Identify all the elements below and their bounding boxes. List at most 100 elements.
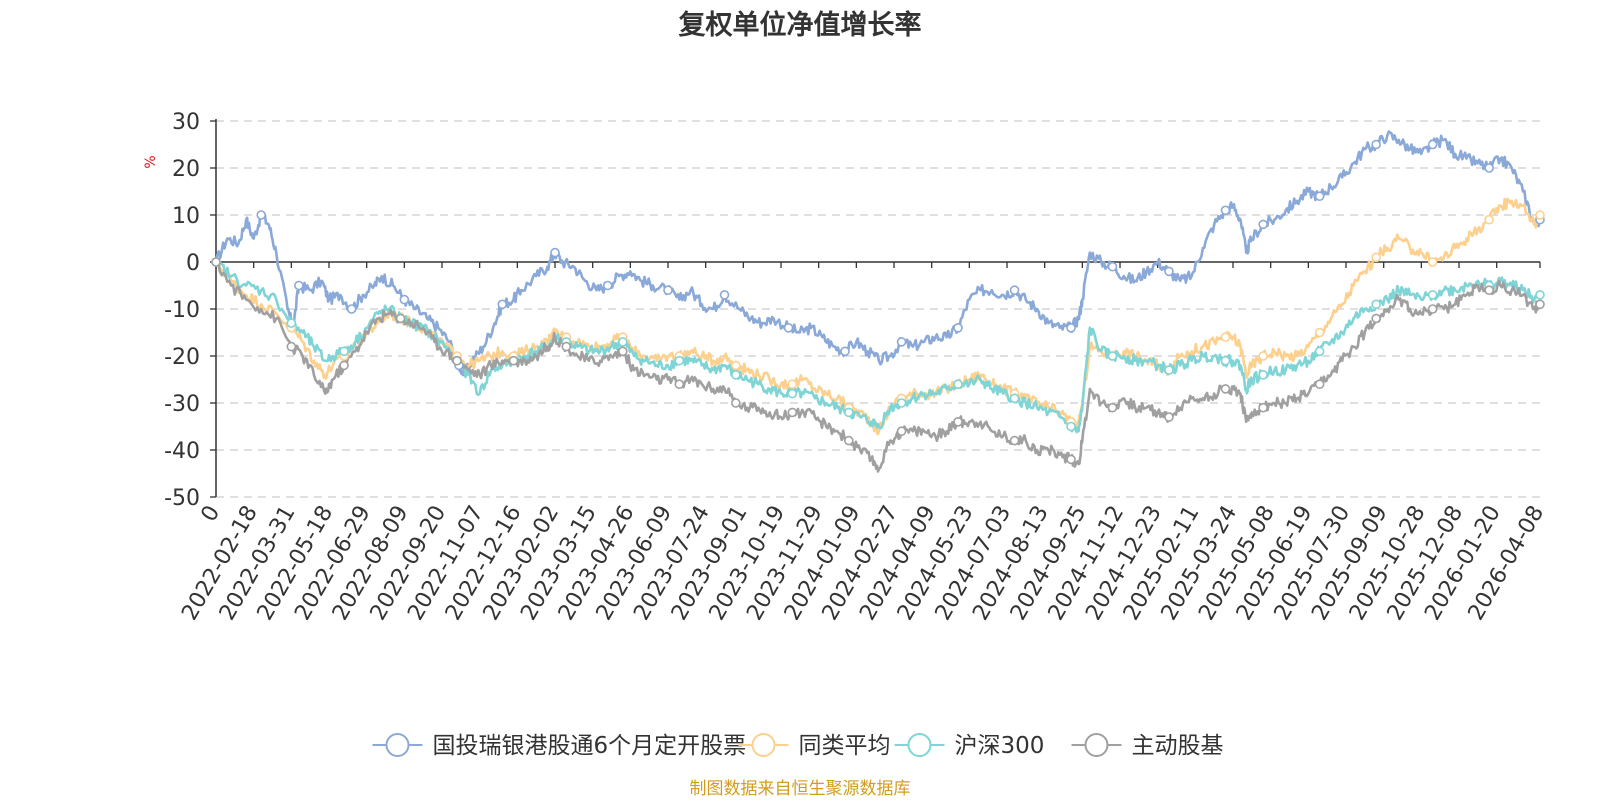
y-tick-label: -30 xyxy=(164,392,200,417)
data-point xyxy=(731,360,741,371)
legend-label: 国投瑞银港股通6个月定开股票 xyxy=(433,733,747,759)
data-point xyxy=(1371,299,1381,310)
series-lines xyxy=(214,130,1542,473)
data-point xyxy=(256,210,267,220)
data-point xyxy=(1164,266,1174,277)
data-point xyxy=(1314,379,1325,390)
series-line-4 xyxy=(214,258,1542,473)
data-point xyxy=(1484,214,1494,225)
data-point xyxy=(1427,257,1438,267)
data-point xyxy=(1314,346,1325,357)
data-point xyxy=(1164,365,1174,375)
data-point xyxy=(674,355,685,366)
legend-item-4[interactable]: 主动股基 xyxy=(1071,733,1224,759)
data-point xyxy=(1314,191,1325,201)
x-tick-label: 0 xyxy=(197,502,226,527)
data-point xyxy=(508,355,519,366)
data-point xyxy=(1220,332,1231,343)
data-point xyxy=(953,322,963,333)
data-point xyxy=(497,299,508,310)
data-point xyxy=(1009,435,1020,446)
data-point xyxy=(1484,285,1494,296)
data-point xyxy=(844,407,854,418)
data-point xyxy=(783,322,794,333)
legend-label: 沪深300 xyxy=(955,733,1045,759)
data-point xyxy=(1220,205,1231,216)
legend-item-2[interactable]: 同类平均 xyxy=(738,733,891,759)
data-point xyxy=(1009,285,1020,296)
data-point xyxy=(896,426,907,437)
data-point xyxy=(1371,313,1381,324)
data-point xyxy=(1066,454,1076,465)
axes: 3020100-10-20-30-40-5002022-02-182022-03… xyxy=(164,110,1549,625)
data-point xyxy=(1484,163,1494,173)
data-point xyxy=(211,257,221,267)
data-point xyxy=(953,416,963,427)
data-point xyxy=(1314,327,1325,338)
data-point xyxy=(346,304,357,314)
legend-item-3[interactable]: 沪深300 xyxy=(894,733,1045,759)
data-point xyxy=(1371,252,1381,263)
data-point xyxy=(787,407,798,418)
data-point xyxy=(339,360,349,371)
data-point xyxy=(1107,351,1118,361)
data-point xyxy=(1107,261,1118,272)
legend-label: 主动股基 xyxy=(1132,733,1224,759)
y-tick-label: 0 xyxy=(186,251,200,276)
data-point xyxy=(787,379,798,390)
data-point xyxy=(1107,402,1118,413)
data-point xyxy=(618,346,628,357)
y-tick-label: 10 xyxy=(172,204,200,229)
data-point xyxy=(602,280,613,291)
y-tick-label: -10 xyxy=(164,298,200,323)
data-point xyxy=(395,313,406,324)
data-point xyxy=(561,341,572,352)
data-point xyxy=(840,346,850,357)
data-point xyxy=(1427,304,1438,314)
data-point xyxy=(787,388,798,399)
y-tick-label: -50 xyxy=(164,486,200,511)
data-point xyxy=(618,337,628,347)
data-point xyxy=(1258,351,1268,361)
data-point xyxy=(452,355,462,366)
data-point xyxy=(286,341,297,352)
source-note: 制图数据来自恒生聚源数据库 xyxy=(690,779,911,799)
series-line-3 xyxy=(214,257,1542,434)
data-point xyxy=(339,346,349,357)
data-point xyxy=(399,294,410,305)
legend-circle-icon xyxy=(751,733,776,757)
legend-circle-icon xyxy=(385,733,410,757)
y-tick-label: 30 xyxy=(172,110,200,135)
data-point xyxy=(1258,402,1268,413)
data-point xyxy=(844,435,854,446)
y-tick-label: -20 xyxy=(164,345,200,370)
data-point xyxy=(286,318,297,328)
series-markers xyxy=(211,139,1545,465)
data-point xyxy=(953,379,963,390)
data-point xyxy=(1164,412,1174,422)
data-point xyxy=(674,379,685,390)
y-axis-unit-label: % xyxy=(143,155,159,168)
data-point xyxy=(1066,421,1076,432)
data-point xyxy=(1535,210,1545,220)
data-point xyxy=(896,337,907,347)
y-tick-label: -40 xyxy=(164,439,200,464)
data-point xyxy=(1220,384,1231,394)
legend-circle-icon xyxy=(1084,733,1109,757)
data-point xyxy=(1535,299,1545,310)
legend-item-1[interactable]: 国投瑞银港股通6个月定开股票 xyxy=(372,733,747,759)
legend: 国投瑞银港股通6个月定开股票 同类平均 沪深300 主动股基 xyxy=(372,733,1224,759)
legend-circle-icon xyxy=(907,733,932,757)
data-point xyxy=(896,398,907,408)
data-point xyxy=(550,247,560,258)
series-line-2 xyxy=(214,197,1542,436)
data-point xyxy=(663,285,673,296)
data-point xyxy=(1371,139,1381,150)
data-point xyxy=(1009,393,1020,404)
data-point xyxy=(1220,355,1231,366)
data-point xyxy=(1535,290,1545,300)
data-point xyxy=(1427,139,1438,150)
data-point xyxy=(294,280,304,291)
y-tick-label: 20 xyxy=(172,157,200,182)
